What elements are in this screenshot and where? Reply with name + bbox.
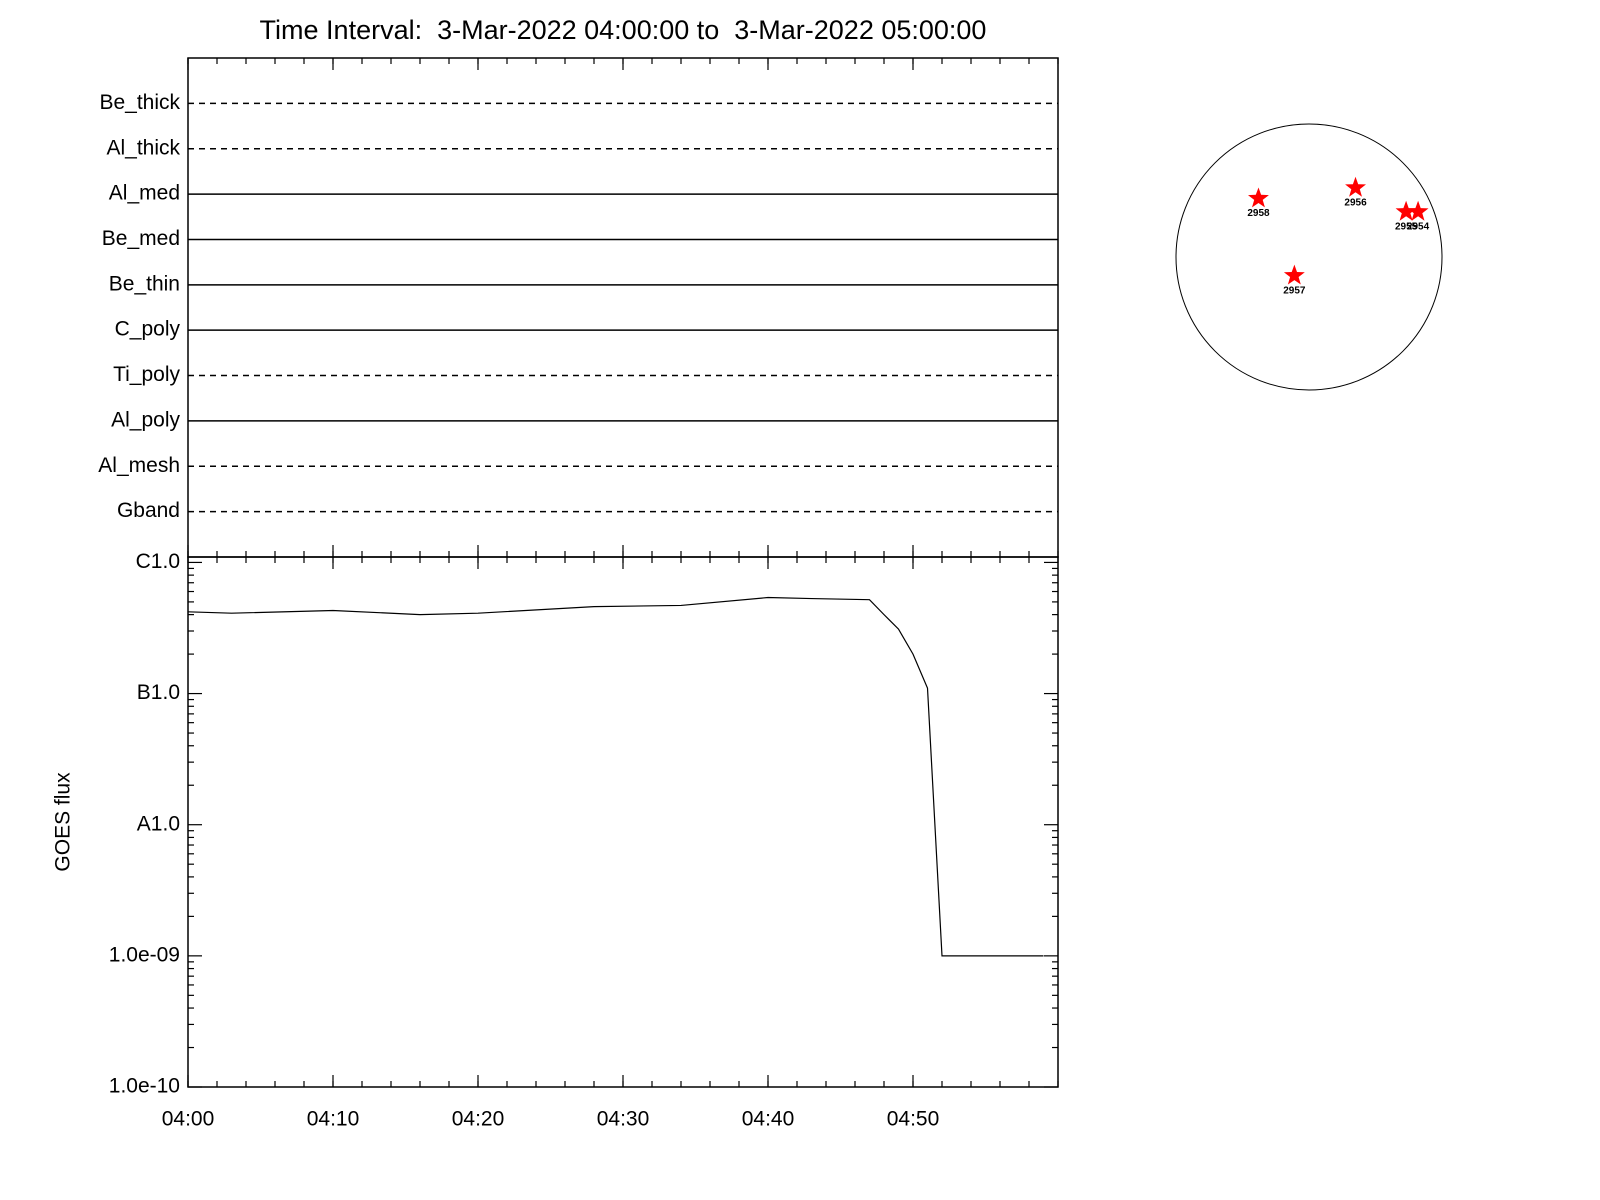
bottom-panel-frame <box>187 556 1059 1088</box>
channel-label: Al_thick <box>106 136 180 159</box>
y-tick-label: C1.0 <box>136 550 180 573</box>
x-tick-label: 04:50 <box>887 1108 940 1131</box>
channel-label: Al_med <box>109 182 180 205</box>
chart-title: Time Interval: 3-Mar-2022 04:00:00 to 3-… <box>260 15 987 45</box>
region-star <box>1395 200 1417 221</box>
y-tick-label: 1.0e-09 <box>109 943 180 966</box>
region-label: 2956 <box>1344 197 1367 208</box>
channel-label: Al_mesh <box>98 454 180 477</box>
region-star <box>1345 176 1366 197</box>
region-star <box>1283 264 1305 285</box>
x-tick-label: 04:10 <box>307 1108 360 1131</box>
channel-label: Al_poly <box>111 408 180 431</box>
solar-disk <box>1175 123 1443 391</box>
channel-label: Be_thick <box>99 91 180 114</box>
region-label: 2955 <box>1395 221 1418 232</box>
y-tick-label: B1.0 <box>137 681 180 704</box>
y-tick-label: 1.0e-10 <box>109 1075 180 1098</box>
region-label: 2958 <box>1247 208 1270 219</box>
channel-label: Ti_poly <box>113 363 180 386</box>
x-tick-label: 04:30 <box>597 1108 650 1131</box>
channel-label: Gband <box>117 499 180 522</box>
channel-label: Be_thin <box>109 272 180 295</box>
region-label: 2954 <box>1407 221 1430 232</box>
x-tick-label: 04:20 <box>452 1108 505 1131</box>
x-tick-label: 04:40 <box>742 1108 795 1131</box>
channel-label: C_poly <box>115 318 181 341</box>
x-tick-label: 04:00 <box>162 1108 215 1131</box>
channel-label: Be_med <box>102 227 180 250</box>
top-panel-frame <box>187 57 1059 558</box>
region-star <box>1407 200 1429 221</box>
y-tick-label: A1.0 <box>137 812 180 835</box>
region-label: 2957 <box>1283 285 1306 296</box>
region-star <box>1248 187 1269 208</box>
y-axis-label: GOES flux <box>52 772 75 872</box>
flux-line <box>187 596 1044 957</box>
